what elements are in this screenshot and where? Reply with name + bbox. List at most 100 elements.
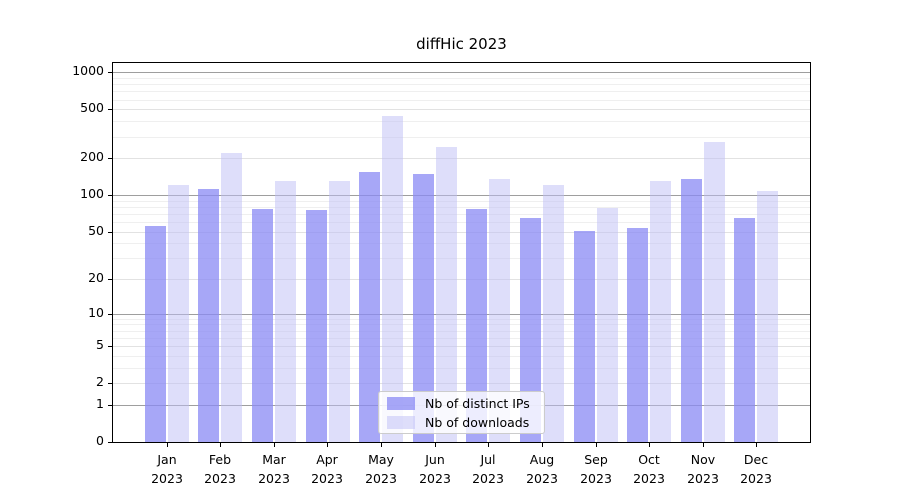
minor-gridline (113, 91, 810, 93)
x-tick-mark (649, 443, 650, 447)
minor-gridline (113, 206, 810, 208)
bar-distinct-ips (519, 217, 541, 442)
bar-distinct-ips (359, 171, 381, 442)
x-tick-label: Jan 2023 (151, 452, 183, 486)
bar-downloads (489, 178, 511, 442)
x-tick-mark (220, 443, 221, 447)
y-tick-mark (108, 279, 112, 280)
bar-distinct-ips (627, 227, 649, 442)
legend-swatch-downloads (387, 415, 415, 429)
bar-downloads (274, 181, 296, 442)
y-tick-label: 1 (96, 395, 104, 411)
minor-gridline (113, 84, 810, 86)
bar-downloads (757, 191, 779, 442)
major-gridline (113, 346, 810, 348)
x-tick-label: Feb 2023 (204, 452, 236, 486)
minor-gridline (113, 222, 810, 223)
y-tick-label: 500 (80, 100, 104, 116)
y-tick-mark (108, 383, 112, 384)
legend-label-distinct-ips: Nb of distinct IPs (425, 395, 530, 411)
x-tick-label: Nov 2023 (687, 452, 719, 486)
bar-distinct-ips (198, 188, 220, 442)
bar-distinct-ips (466, 208, 488, 442)
x-tick-label: Sep 2023 (580, 452, 612, 486)
y-tick-mark (108, 405, 112, 406)
bar-distinct-ips (573, 230, 595, 442)
major-gridline (113, 313, 810, 315)
x-tick-label: Oct 2023 (633, 452, 665, 486)
y-tick-label: 1000 (72, 63, 104, 79)
major-gridline (113, 279, 810, 281)
bar-downloads (328, 181, 350, 442)
bar-distinct-ips (251, 208, 273, 442)
minor-gridline (113, 213, 810, 215)
x-tick-mark (435, 443, 436, 447)
minor-gridline (113, 78, 810, 79)
bar-downloads (703, 142, 725, 442)
major-gridline (113, 109, 810, 111)
y-tick-label: 50 (88, 222, 104, 238)
x-tick-mark (542, 443, 543, 447)
bar-distinct-ips (305, 209, 327, 442)
legend-label-downloads: Nb of downloads (425, 414, 530, 430)
major-gridline (113, 72, 810, 74)
bar-downloads (650, 181, 672, 442)
y-tick-mark (108, 442, 112, 443)
bar-downloads (542, 184, 564, 442)
bar-distinct-ips (680, 179, 702, 442)
x-tick-label: Aug 2023 (526, 452, 558, 486)
y-tick-mark (108, 195, 112, 196)
y-tick-label: 10 (88, 304, 104, 320)
legend-swatch-distinct-ips (387, 396, 415, 410)
minor-gridline (113, 121, 810, 123)
bar-distinct-ips (412, 173, 434, 442)
minor-gridline (113, 136, 810, 138)
x-tick-label: May 2023 (365, 452, 397, 486)
minor-gridline (113, 243, 810, 245)
y-tick-label: 2 (96, 374, 104, 390)
y-tick-label: 5 (96, 337, 104, 353)
y-tick-label: 200 (80, 149, 104, 165)
y-tick-mark (108, 158, 112, 159)
x-tick-mark (756, 443, 757, 447)
minor-gridline (113, 318, 810, 320)
x-tick-label: Jul 2023 (472, 452, 504, 486)
plot-area (112, 62, 811, 443)
x-tick-mark (488, 443, 489, 447)
x-tick-label: Apr 2023 (311, 452, 343, 486)
legend: Nb of distinct IPs Nb of downloads (378, 391, 545, 434)
x-tick-mark (596, 443, 597, 447)
bar-downloads (221, 152, 243, 442)
x-tick-mark (327, 443, 328, 447)
bar-downloads (435, 147, 457, 442)
y-tick-mark (108, 109, 112, 110)
x-tick-label: Jun 2023 (419, 452, 451, 486)
minor-gridline (113, 337, 810, 339)
x-tick-mark (274, 443, 275, 447)
y-tick-label: 20 (88, 270, 104, 286)
x-tick-mark (167, 443, 168, 447)
minor-gridline (113, 367, 810, 369)
chart-title: diffHic 2023 (416, 35, 507, 53)
legend-entry-distinct-ips: Nb of distinct IPs (379, 396, 544, 411)
x-tick-mark (703, 443, 704, 447)
bar-distinct-ips (734, 217, 756, 442)
minor-gridline (113, 330, 810, 332)
major-gridline (113, 195, 810, 197)
bar-downloads (167, 185, 189, 442)
x-tick-mark (381, 443, 382, 447)
x-tick-label: Dec 2023 (740, 452, 772, 486)
y-tick-mark (108, 314, 112, 315)
minor-gridline (113, 258, 810, 260)
bar-downloads (382, 116, 404, 442)
y-tick-mark (108, 232, 112, 233)
major-gridline (113, 231, 810, 233)
bar-distinct-ips (144, 225, 166, 442)
major-gridline (113, 383, 810, 385)
minor-gridline (113, 355, 810, 357)
major-gridline (113, 158, 810, 160)
y-tick-mark (108, 346, 112, 347)
x-tick-label: Mar 2023 (258, 452, 290, 486)
minor-gridline (113, 200, 810, 202)
